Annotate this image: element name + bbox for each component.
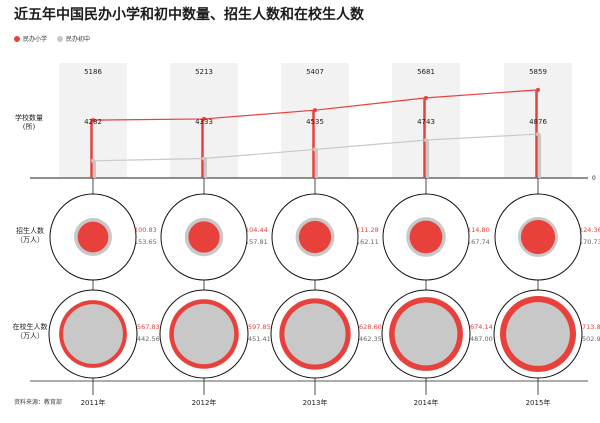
enrollment-middle-value-4: 170.73: [579, 238, 600, 246]
enrollment-middle-value-0: 153.65: [134, 238, 157, 246]
students-primary-value-4: 713.82: [582, 323, 600, 331]
students-middle-circle-2: [284, 303, 346, 365]
students-middle-circle-0: [63, 304, 123, 364]
primary-school-value-0: 5186: [84, 68, 102, 76]
students-middle-circle-4: [506, 302, 570, 366]
middle-school-value-1: 4333: [195, 118, 213, 126]
students-primary-value-3: 674.14: [470, 323, 493, 331]
middle-school-point-4: [536, 132, 540, 137]
primary-school-point-1: [202, 116, 206, 121]
year-label-3: 2014年: [414, 398, 439, 407]
primary-school-value-1: 5213: [195, 68, 213, 76]
enrollment-primary-value-2: 111.28: [356, 226, 379, 234]
primary-school-value-3: 5681: [417, 68, 435, 76]
middle-school-point-3: [424, 138, 428, 143]
middle-school-value-4: 4876: [529, 118, 547, 126]
students-middle-value-1: 451.41: [248, 335, 271, 343]
enrollment-primary-circle-2: [298, 220, 332, 254]
enrollment-primary-circle-4: [520, 219, 556, 255]
source-note: 资料来源：教育部: [14, 399, 63, 406]
legend-item-primary: 民办小学: [14, 34, 47, 43]
year-label-1: 2012年: [192, 398, 217, 407]
students-primary-value-1: 597.85: [248, 323, 271, 331]
middle-school-point-0: [91, 158, 95, 163]
primary-school-value-2: 5407: [306, 68, 324, 76]
enrollment-primary-value-4: 124.36: [579, 226, 600, 234]
enrollment-primary-value-3: 114.80: [467, 226, 490, 234]
row-label-students-line2: （万人）: [16, 332, 44, 340]
row-label-enrollment-line2: （万人）: [16, 236, 44, 244]
chart-title: 近五年中国民办小学和初中数量、招生人数和在校生人数: [14, 7, 364, 23]
students-middle-value-3: 487.00: [470, 335, 493, 343]
year-label-0: 2011年: [81, 398, 106, 407]
enrollment-primary-circle-3: [409, 220, 443, 254]
enrollment-middle-value-2: 162.11: [356, 238, 379, 246]
middle-school-value-0: 4282: [84, 118, 102, 126]
year-label-2: 2013年: [303, 398, 328, 407]
middle-school-point-2: [313, 147, 317, 152]
students-middle-value-2: 462.35: [359, 335, 382, 343]
enrollment-primary-circle-0: [77, 221, 109, 253]
middle-school-value-2: 4535: [306, 118, 324, 126]
row-label-students: 在校生人数 （万人）: [10, 323, 50, 341]
enrollment-middle-value-1: 157.81: [245, 238, 268, 246]
enrollment-primary-value-1: 104.44: [245, 226, 268, 234]
primary-school-point-0: [91, 118, 95, 123]
students-middle-circle-1: [173, 303, 235, 365]
students-middle-circle-3: [394, 302, 458, 366]
legend-swatch-primary: [14, 35, 20, 42]
enrollment-primary-value-0: 100.83: [134, 226, 157, 234]
legend-swatch-middle: [57, 35, 64, 42]
year-label-4: 2015年: [526, 398, 551, 407]
primary-school-point-3: [424, 95, 428, 100]
middle-school-point-1: [202, 156, 206, 161]
legend-item-middle: 民办初中: [57, 34, 90, 43]
row-label-students-line1: 在校生人数: [12, 323, 48, 331]
students-middle-value-4: 502.93: [582, 335, 600, 343]
row-label-enrollment-line1: 招生人数: [16, 227, 44, 235]
legend-label-middle: 民办初中: [66, 36, 91, 43]
primary-school-value-4: 5859: [529, 68, 547, 76]
legend-label-primary: 民办小学: [23, 36, 48, 43]
primary-school-point-4: [536, 87, 540, 92]
enrollment-primary-circle-1: [188, 221, 220, 253]
students-middle-value-0: 442.56: [137, 335, 160, 343]
middle-school-value-3: 4743: [417, 118, 435, 126]
row-label-schools-line2: (所): [22, 123, 36, 131]
primary-school-point-2: [313, 108, 317, 113]
row-label-enrollment: 招生人数 （万人）: [10, 227, 50, 245]
students-primary-value-2: 628.60: [359, 323, 382, 331]
students-primary-value-0: 567.83: [137, 323, 160, 331]
row-label-schools: 学校数量 (所): [12, 114, 46, 132]
legend: 民办小学 民办初中: [14, 34, 100, 43]
row-label-schools-line1: 学校数量: [15, 114, 43, 122]
zero-axis-label: 0: [592, 175, 596, 182]
enrollment-middle-value-3: 167.74: [467, 238, 490, 246]
